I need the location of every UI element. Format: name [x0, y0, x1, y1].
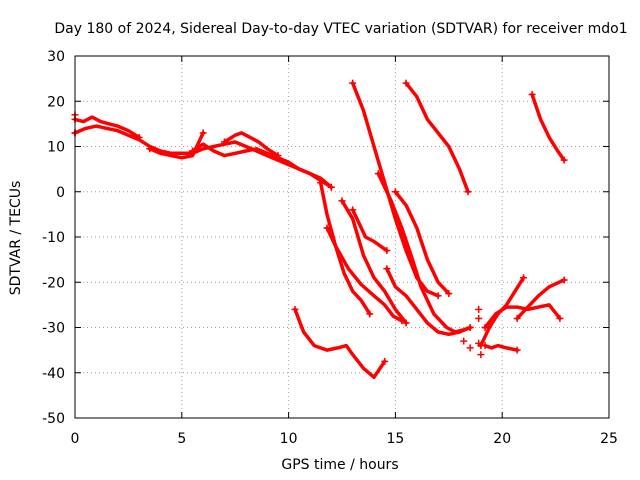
plus-marker [135, 133, 143, 141]
series-track-14 [393, 190, 451, 296]
plus-marker [338, 197, 346, 205]
chart-title: Day 180 of 2024, Sidereal Day-to-day VTE… [54, 21, 627, 37]
series-track-02 [73, 115, 141, 140]
y-tick-label: 20 [47, 94, 65, 110]
plus-marker [199, 129, 207, 137]
series-track-19 [515, 278, 566, 321]
y-axis-label: SDTVAR / TECUs [8, 181, 24, 296]
x-tick-label: 20 [493, 431, 511, 447]
series-track-04 [190, 142, 334, 189]
series-track-13 [376, 171, 472, 334]
series-track-05 [222, 131, 280, 158]
plus-marker [464, 188, 472, 196]
plus-marker [475, 305, 483, 313]
series-track-18 [479, 275, 526, 348]
plus-marker [291, 305, 299, 313]
series-track-01 [73, 124, 334, 189]
plus-marker [391, 188, 399, 196]
plus-marker [513, 346, 521, 354]
plus-marker [560, 156, 568, 164]
series-track-15 [404, 81, 470, 194]
series-track-09 [340, 199, 408, 325]
plus-marker [556, 314, 564, 322]
plus-marker [560, 276, 568, 284]
plus-marker [349, 79, 357, 87]
plus-marker [383, 265, 391, 273]
plus-marker [466, 324, 474, 331]
y-tick-label: 0 [56, 185, 65, 201]
x-tick-label: 5 [177, 431, 186, 447]
plus-marker [402, 79, 410, 87]
y-tick-label: -30 [42, 321, 65, 337]
plus-marker [349, 206, 357, 214]
series-track-20 [530, 92, 566, 162]
plus-marker [481, 324, 489, 331]
plus-marker [475, 314, 483, 322]
y-tick-label: -40 [42, 366, 65, 382]
plus-marker [274, 152, 282, 160]
plus-marker [477, 342, 485, 350]
series-track-08 [325, 226, 404, 323]
plus-marker [327, 183, 335, 191]
plus-marker [477, 351, 485, 359]
y-tick-label: 30 [47, 49, 65, 65]
x-tick-label: 25 [600, 431, 618, 447]
grid-lines [75, 56, 609, 418]
plus-marker [383, 247, 391, 255]
plus-marker [528, 90, 536, 98]
plus-marker [398, 317, 406, 325]
y-tick-label: -50 [42, 411, 65, 427]
series-track-06 [318, 180, 372, 316]
plus-marker [445, 290, 453, 298]
plus-marker [381, 357, 389, 365]
plus-marker [466, 344, 474, 352]
y-tick-label: -20 [42, 275, 65, 291]
y-tick-label: 10 [47, 140, 65, 156]
plus-marker [317, 179, 325, 187]
series-track-12 [350, 81, 440, 298]
series-track-07 [293, 307, 387, 380]
series-track-10 [350, 208, 389, 253]
plus-marker [513, 314, 521, 322]
plus-marker [374, 170, 382, 178]
plus-marker [323, 224, 331, 232]
x-tick-label: 0 [71, 431, 80, 447]
x-tick-label: 10 [280, 431, 298, 447]
plus-marker [366, 310, 374, 318]
plus-marker [520, 274, 528, 282]
series-track-17 [483, 343, 519, 352]
series-track-03 [148, 131, 205, 160]
x-tick-label: 15 [386, 431, 404, 447]
plus-marker [434, 292, 442, 300]
y-tick-label: -10 [42, 230, 65, 246]
x-axis-label: GPS time / hours [281, 457, 398, 473]
plus-marker [402, 319, 410, 327]
axis-ticks: 0 5 10 15 20 25 -50 -40 -30 -20 -10 0 10 20 30 [42, 49, 618, 447]
plus-marker [221, 138, 229, 146]
plus-marker [188, 147, 196, 155]
plus-marker [146, 145, 154, 153]
plus-marker [460, 337, 468, 345]
data-series [73, 81, 566, 380]
